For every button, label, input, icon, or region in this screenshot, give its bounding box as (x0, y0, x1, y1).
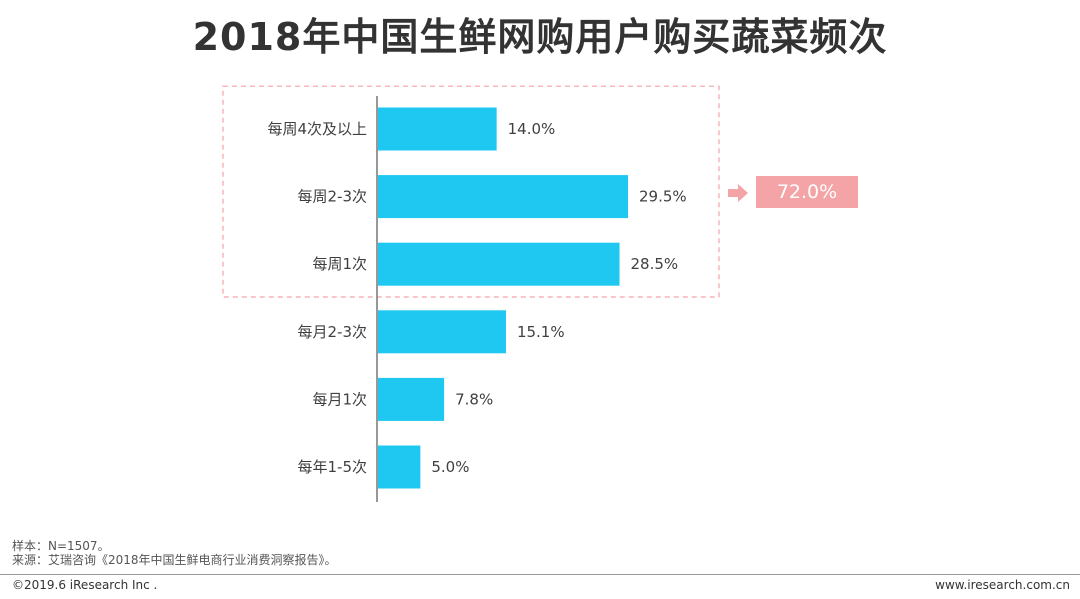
value-label: 14.0% (508, 120, 556, 138)
bar-chart: 每周4次及以上 14.0% 每周2-3次 29.5% 每周1次 28.5% 每月2-3次 15… (222, 85, 720, 502)
category-label: 每周4次及以上 (267, 120, 367, 138)
category-label: 每月2-3次 (298, 323, 368, 341)
category-label: 每周2-3次 (298, 188, 368, 206)
bar (378, 242, 620, 286)
bar (378, 445, 421, 489)
value-label: 5.0% (431, 458, 469, 476)
category-label: 每月1次 (312, 390, 367, 408)
category-label: 每周1次 (312, 255, 367, 273)
footnotes: 样本：N=1507。 来源：艾瑞咨询《2018年中国生鲜电商行业消费洞察报告》。 (12, 539, 337, 567)
chart-title: 2018年中国生鲜网购用户购买蔬菜频次 (192, 15, 888, 59)
website-link[interactable]: www.iresearch.com.cn (935, 578, 1070, 592)
arrow-right-icon (728, 184, 748, 202)
highlight-total-badge: 72.0% (756, 176, 858, 208)
bar (378, 377, 445, 421)
source-note: 来源：艾瑞咨询《2018年中国生鲜电商行业消费洞察报告》。 (12, 553, 337, 567)
value-label: 7.8% (455, 390, 493, 408)
value-label: 28.5% (631, 255, 679, 273)
footer-divider (0, 574, 1080, 575)
bar (378, 107, 497, 151)
bar (378, 175, 628, 219)
highlight-dashed-box (222, 85, 720, 298)
copyright: ©2019.6 iResearch Inc . (12, 578, 158, 592)
bar (378, 310, 506, 354)
sample-note: 样本：N=1507。 (12, 539, 110, 553)
value-label: 29.5% (639, 188, 687, 206)
value-label: 15.1% (517, 323, 565, 341)
category-label: 每年1-5次 (298, 458, 368, 476)
